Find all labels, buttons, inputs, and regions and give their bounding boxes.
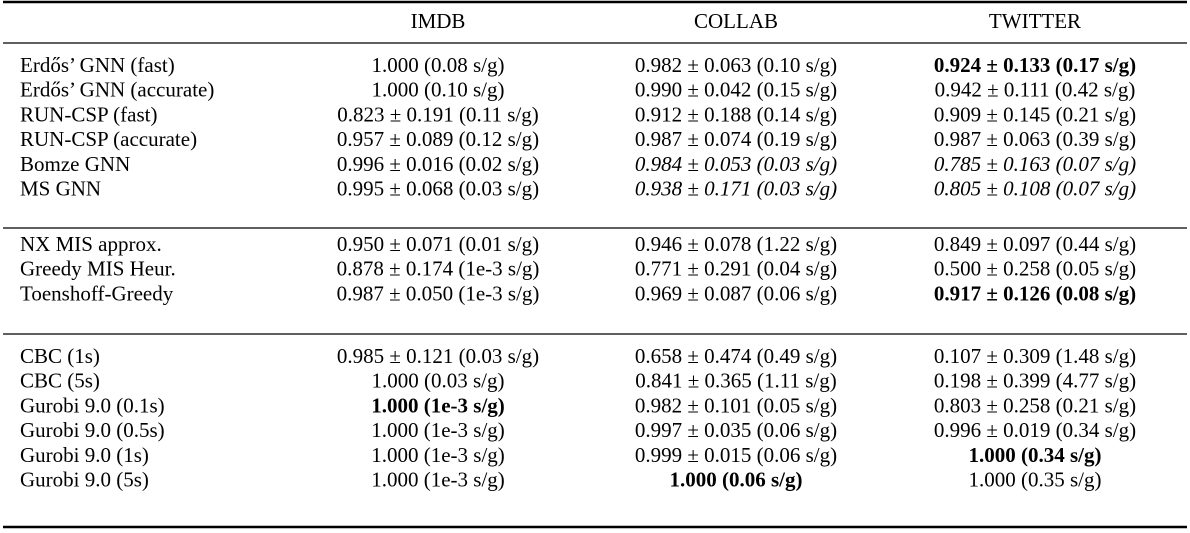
table-cell: 1.000 (0.03 s/g) [372, 369, 505, 393]
table-cell: 0.997 ± 0.035 (0.06 s/g) [635, 418, 837, 442]
table-cell: 1.000 (0.10 s/g) [372, 78, 505, 102]
table-cell: 0.924 ± 0.133 (0.17 s/g) [934, 53, 1136, 77]
table-cell: 0.984 ± 0.053 (0.03 s/g) [635, 152, 837, 176]
table-cell: 1.000 (0.08 s/g) [372, 53, 505, 77]
table-cell: 0.198 ± 0.399 (4.77 s/g) [934, 369, 1136, 393]
table-cell: 0.995 ± 0.068 (0.03 s/g) [337, 177, 539, 201]
table-cell: 0.985 ± 0.121 (0.03 s/g) [337, 344, 539, 368]
table-cell: 0.500 ± 0.258 (0.05 s/g) [934, 257, 1136, 281]
column-header: TWITTER [989, 9, 1081, 33]
table-cell: 1.000 (0.06 s/g) [670, 468, 803, 492]
table-cell: 1.000 (1e-3 s/g) [371, 393, 505, 417]
table-cell: 1.000 (0.34 s/g) [969, 443, 1102, 467]
table-cell: 0.823 ± 0.191 (0.11 s/g) [337, 102, 539, 126]
row-label: CBC (5s) [20, 369, 100, 393]
table-cell: 1.000 (1e-3 s/g) [371, 418, 505, 442]
table-cell: 0.946 ± 0.078 (1.22 s/g) [635, 232, 837, 256]
table-cell: 0.969 ± 0.087 (0.06 s/g) [635, 281, 837, 305]
row-label: Toenshoff-Greedy [20, 281, 174, 305]
table-cell: 0.909 ± 0.145 (0.21 s/g) [934, 102, 1136, 126]
row-label: Erdős’ GNN (accurate) [20, 78, 214, 102]
table-cell: 0.938 ± 0.171 (0.03 s/g) [635, 177, 837, 201]
table-cell: 0.841 ± 0.365 (1.11 s/g) [635, 369, 837, 393]
table-cell: 0.996 ± 0.019 (0.34 s/g) [934, 418, 1136, 442]
row-label: Gurobi 9.0 (5s) [20, 468, 149, 492]
row-label: CBC (1s) [20, 344, 100, 368]
table-cell: 0.785 ± 0.163 (0.07 s/g) [934, 152, 1136, 176]
table-cell: 1.000 (0.35 s/g) [969, 468, 1102, 492]
table-cell: 0.107 ± 0.309 (1.48 s/g) [934, 344, 1136, 368]
table-cell: 0.990 ± 0.042 (0.15 s/g) [635, 78, 837, 102]
row-label: Gurobi 9.0 (0.1s) [20, 393, 165, 417]
table-cell: 0.987 ± 0.063 (0.39 s/g) [934, 127, 1136, 151]
row-label: Greedy MIS Heur. [20, 257, 176, 281]
table-cell: 0.771 ± 0.291 (0.04 s/g) [635, 257, 837, 281]
table-cell: 0.957 ± 0.089 (0.12 s/g) [337, 127, 539, 151]
row-label: Bomze GNN [20, 152, 130, 176]
table-cell: 0.987 ± 0.050 (1e-3 s/g) [337, 281, 540, 305]
table-cell: 0.803 ± 0.258 (0.21 s/g) [934, 393, 1136, 417]
table-cell: 0.942 ± 0.111 (0.42 s/g) [935, 78, 1136, 102]
row-label: Erdős’ GNN (fast) [20, 53, 175, 77]
row-label: MS GNN [20, 177, 101, 201]
table-cell: 0.917 ± 0.126 (0.08 s/g) [934, 281, 1136, 305]
column-header: COLLAB [694, 9, 778, 33]
table-cell: 0.849 ± 0.097 (0.44 s/g) [934, 232, 1136, 256]
row-label: Gurobi 9.0 (1s) [20, 443, 149, 467]
table-cell: 0.912 ± 0.188 (0.14 s/g) [635, 102, 837, 126]
table-cell: 1.000 (1e-3 s/g) [371, 468, 505, 492]
table-cell: 0.999 ± 0.015 (0.06 s/g) [635, 443, 837, 467]
table-cell: 0.805 ± 0.108 (0.07 s/g) [934, 177, 1136, 201]
row-label: Gurobi 9.0 (0.5s) [20, 418, 165, 442]
row-label: NX MIS approx. [20, 232, 162, 256]
table-cell: 0.996 ± 0.016 (0.02 s/g) [337, 152, 539, 176]
table-cell: 0.987 ± 0.074 (0.19 s/g) [635, 127, 837, 151]
table-cell: 0.982 ± 0.101 (0.05 s/g) [635, 393, 837, 417]
table-cell: 0.878 ± 0.174 (1e-3 s/g) [337, 257, 540, 281]
table-cell: 0.982 ± 0.063 (0.10 s/g) [635, 53, 837, 77]
row-label: RUN-CSP (accurate) [20, 127, 197, 151]
table-cell: 0.658 ± 0.474 (0.49 s/g) [635, 344, 837, 368]
table-cell: 1.000 (1e-3 s/g) [371, 443, 505, 467]
column-header: IMDB [411, 9, 466, 33]
table-cell: 0.950 ± 0.071 (0.01 s/g) [337, 232, 539, 256]
row-label: RUN-CSP (fast) [20, 102, 157, 126]
